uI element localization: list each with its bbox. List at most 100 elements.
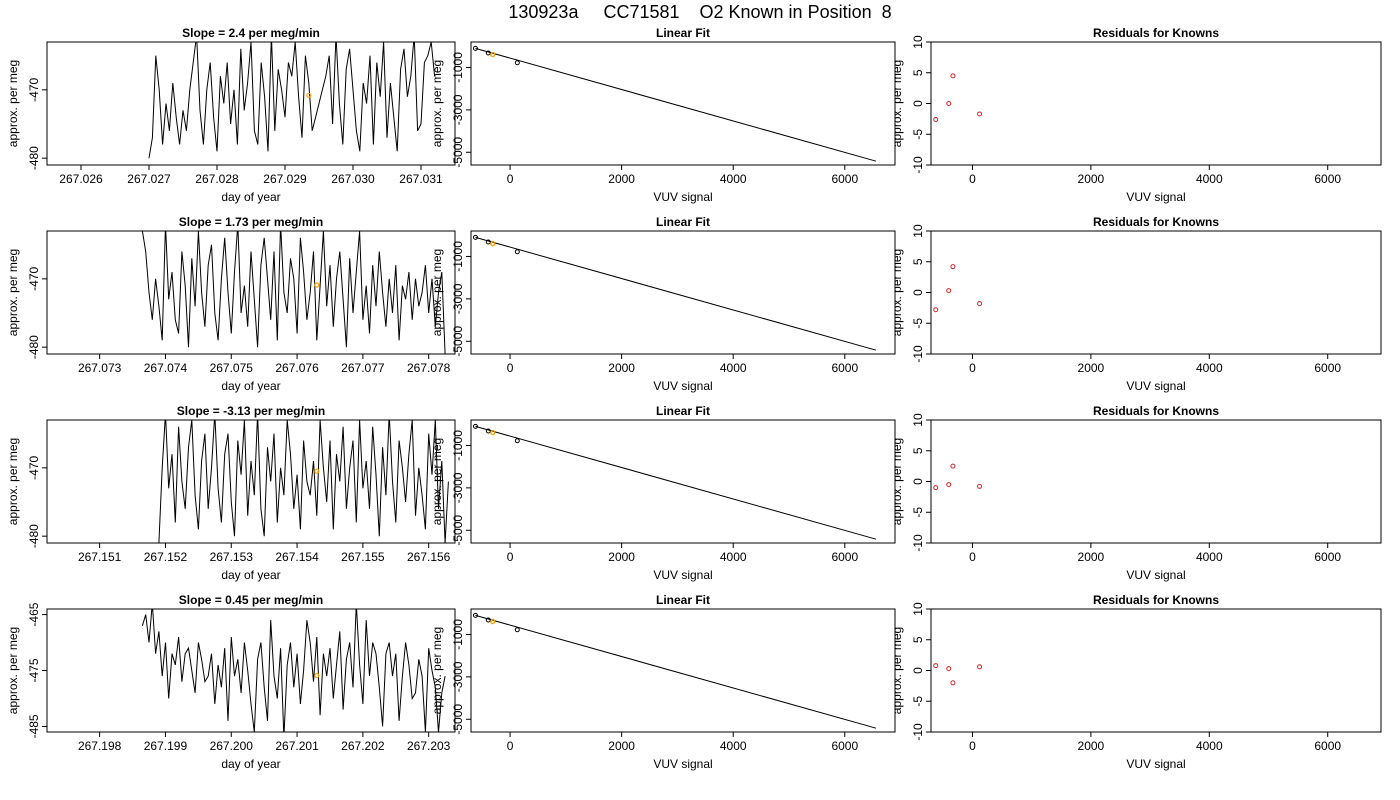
x-tick-label: 4000: [720, 172, 747, 186]
highlight-point: [490, 52, 496, 58]
x-tick-label: 0: [969, 739, 976, 753]
y-tick-label: -5: [911, 507, 925, 518]
x-axis-label: day of year: [221, 190, 280, 204]
data-point: [933, 307, 939, 313]
y-tick-label: -10: [911, 723, 925, 741]
plot-area: [933, 663, 983, 686]
y-tick-label: -10: [911, 534, 925, 552]
plot-area: [158, 420, 449, 543]
y-axis-label: approx. per meg: [430, 438, 444, 525]
x-tick-label: 4000: [1196, 172, 1223, 186]
panel-1-3: Residuals for Knowns 0 2000 4000 6000 10 5 0 -5 -…: [890, 26, 1382, 204]
y-axis-label: approx. per meg: [6, 249, 20, 336]
panel-title: Residuals for Knowns: [1093, 215, 1219, 229]
x-tick-label: 267.199: [144, 739, 188, 753]
data-point: [977, 664, 983, 670]
y-tick-label: -5000: [451, 326, 465, 357]
y-tick-label: 0: [911, 100, 925, 107]
panel-title: Slope = -3.13 per meg/min: [177, 404, 325, 418]
data-point: [485, 50, 491, 56]
x-tick-label: 6000: [1314, 361, 1341, 375]
y-tick-label: -5000: [451, 137, 465, 168]
y-tick-label: -465: [27, 602, 41, 626]
data-point: [933, 116, 939, 122]
series-line: [141, 231, 446, 354]
x-tick-label: 6000: [1314, 172, 1341, 186]
y-tick-label: -3000: [451, 472, 465, 503]
plot-area: [141, 609, 446, 732]
data-point: [950, 264, 956, 270]
y-tick-label: -3000: [451, 661, 465, 692]
x-tick-label: 2000: [1078, 361, 1105, 375]
x-tick-label: 267.028: [195, 172, 239, 186]
highlight-point: [490, 619, 496, 625]
fit-line: [475, 425, 877, 540]
plot-area: [141, 231, 446, 354]
y-axis-label: approx. per meg: [6, 438, 20, 525]
x-tick-label: 0: [507, 361, 514, 375]
x-axis-label: VUV signal: [1126, 379, 1185, 393]
plot-frame: [470, 608, 896, 733]
data-point: [514, 60, 520, 66]
y-tick-label: 5: [911, 447, 925, 454]
y-axis-label: approx. per meg: [6, 60, 20, 147]
x-tick-label: 267.200: [210, 739, 254, 753]
y-tick-label: -5: [911, 696, 925, 707]
y-tick-label: -480: [27, 335, 41, 359]
y-tick-label: -10: [911, 156, 925, 174]
x-tick-label: 0: [507, 550, 514, 564]
highlight-point: [490, 430, 496, 436]
y-axis-label: approx. per meg: [890, 60, 904, 147]
highlight-point: [314, 282, 320, 288]
x-tick-label: 267.202: [341, 739, 385, 753]
plot-frame: [46, 230, 456, 355]
plot-frame: [470, 419, 896, 544]
panel-title: Residuals for Knowns: [1093, 593, 1219, 607]
x-tick-label: 267.075: [210, 361, 254, 375]
x-tick-label: 0: [969, 172, 976, 186]
highlight-point: [490, 241, 496, 247]
x-tick-label: 4000: [720, 739, 747, 753]
y-tick-label: 5: [911, 69, 925, 76]
data-point: [977, 301, 983, 307]
panel-2-3: Residuals for Knowns 0 2000 4000 6000 10 5 0 -5 -…: [890, 215, 1382, 393]
x-tick-label: 2000: [608, 361, 635, 375]
x-tick-label: 267.029: [263, 172, 307, 186]
figure-title: 130923a CC71581 O2 Known in Position 8: [508, 2, 892, 22]
y-axis-label: approx. per meg: [890, 438, 904, 525]
plot-area: [933, 73, 983, 122]
y-axis-label: approx. per meg: [430, 249, 444, 336]
y-tick-label: -475: [27, 658, 41, 682]
x-tick-label: 6000: [1314, 739, 1341, 753]
y-tick-label: -1000: [451, 619, 465, 650]
x-tick-label: 4000: [1196, 550, 1223, 564]
y-tick-label: -1000: [451, 241, 465, 272]
data-point: [933, 485, 939, 491]
x-axis-label: VUV signal: [1126, 190, 1185, 204]
data-point: [950, 73, 956, 79]
data-point: [946, 101, 952, 106]
y-tick-label: -1000: [451, 52, 465, 83]
x-tick-label: 0: [507, 739, 514, 753]
y-tick-label: 5: [911, 636, 925, 643]
y-tick-label: 10: [911, 224, 925, 238]
x-tick-label: 267.156: [407, 550, 451, 564]
plot-area: [472, 45, 877, 162]
x-tick-label: 2000: [608, 739, 635, 753]
y-tick-label: 0: [911, 289, 925, 296]
panel-title: Linear Fit: [656, 593, 710, 607]
x-tick-label: 267.203: [407, 739, 451, 753]
y-tick-label: -470: [27, 456, 41, 480]
x-tick-label: 0: [969, 361, 976, 375]
x-tick-label: 4000: [720, 550, 747, 564]
data-point: [950, 680, 956, 686]
data-point: [514, 249, 520, 255]
x-axis-label: VUV signal: [653, 190, 712, 204]
plot-frame: [930, 41, 1382, 166]
x-tick-label: 267.027: [127, 172, 171, 186]
y-tick-label: -480: [27, 524, 41, 548]
fit-line: [475, 236, 877, 351]
data-point: [472, 423, 478, 429]
y-tick-label: 10: [911, 602, 925, 616]
x-tick-label: 267.026: [59, 172, 103, 186]
